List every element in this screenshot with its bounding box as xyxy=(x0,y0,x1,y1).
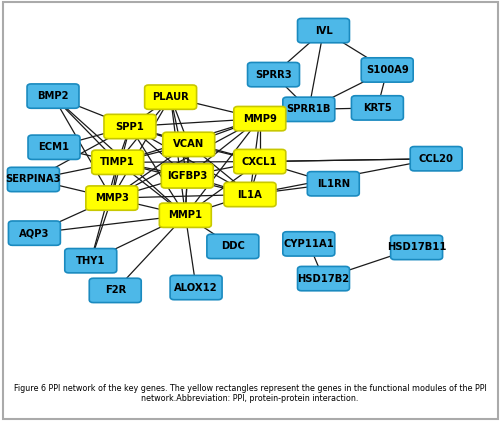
Text: SPRR3: SPRR3 xyxy=(255,69,292,80)
Text: TIMP1: TIMP1 xyxy=(100,157,135,167)
FancyBboxPatch shape xyxy=(65,248,116,273)
FancyBboxPatch shape xyxy=(224,182,276,207)
Text: CYP11A1: CYP11A1 xyxy=(284,239,334,249)
FancyBboxPatch shape xyxy=(298,19,350,43)
FancyBboxPatch shape xyxy=(170,275,222,300)
FancyBboxPatch shape xyxy=(163,132,214,157)
FancyBboxPatch shape xyxy=(144,85,197,109)
Text: IVL: IVL xyxy=(314,26,332,36)
Text: AQP3: AQP3 xyxy=(19,228,50,238)
Text: S100A9: S100A9 xyxy=(366,65,408,75)
Text: MMP3: MMP3 xyxy=(95,193,129,203)
Text: IL1RN: IL1RN xyxy=(316,179,350,189)
FancyBboxPatch shape xyxy=(234,149,286,174)
Text: BMP2: BMP2 xyxy=(38,91,69,101)
FancyBboxPatch shape xyxy=(283,232,335,256)
Text: PLAUR: PLAUR xyxy=(152,92,189,102)
FancyBboxPatch shape xyxy=(92,150,144,174)
Text: KRT5: KRT5 xyxy=(363,103,392,113)
FancyBboxPatch shape xyxy=(298,266,350,291)
FancyBboxPatch shape xyxy=(207,234,259,258)
Text: CXCL1: CXCL1 xyxy=(242,157,278,167)
FancyBboxPatch shape xyxy=(248,62,300,87)
Text: IL1A: IL1A xyxy=(238,189,262,200)
Text: F2R: F2R xyxy=(104,285,126,296)
FancyBboxPatch shape xyxy=(28,135,80,160)
FancyBboxPatch shape xyxy=(86,186,138,210)
FancyBboxPatch shape xyxy=(8,167,60,192)
Text: ALOX12: ALOX12 xyxy=(174,282,218,293)
Text: SPP1: SPP1 xyxy=(116,122,144,131)
Text: VCAN: VCAN xyxy=(173,139,204,149)
Text: SPRR1B: SPRR1B xyxy=(286,104,331,115)
Text: ECM1: ECM1 xyxy=(38,142,70,152)
Text: Figure 6 PPI network of the key genes. The yellow rectangles represent the genes: Figure 6 PPI network of the key genes. T… xyxy=(14,384,486,403)
FancyBboxPatch shape xyxy=(390,235,442,260)
FancyBboxPatch shape xyxy=(27,84,79,108)
Text: SERPINA3: SERPINA3 xyxy=(6,174,61,184)
FancyBboxPatch shape xyxy=(352,96,404,120)
Text: DDC: DDC xyxy=(221,241,245,251)
Text: IGFBP3: IGFBP3 xyxy=(167,171,207,181)
Text: MMP1: MMP1 xyxy=(168,210,202,220)
FancyBboxPatch shape xyxy=(308,172,360,196)
Text: HSD17B11: HSD17B11 xyxy=(387,242,446,253)
FancyBboxPatch shape xyxy=(90,278,141,303)
FancyBboxPatch shape xyxy=(162,164,213,188)
FancyBboxPatch shape xyxy=(104,115,156,139)
FancyBboxPatch shape xyxy=(234,107,286,131)
FancyBboxPatch shape xyxy=(8,221,60,245)
FancyBboxPatch shape xyxy=(410,147,462,171)
FancyBboxPatch shape xyxy=(283,97,335,122)
Text: CCL20: CCL20 xyxy=(419,154,454,164)
Text: THY1: THY1 xyxy=(76,256,106,266)
Text: MMP9: MMP9 xyxy=(243,114,276,124)
FancyBboxPatch shape xyxy=(361,58,413,82)
FancyBboxPatch shape xyxy=(160,203,212,227)
Text: HSD17B2: HSD17B2 xyxy=(298,274,350,284)
